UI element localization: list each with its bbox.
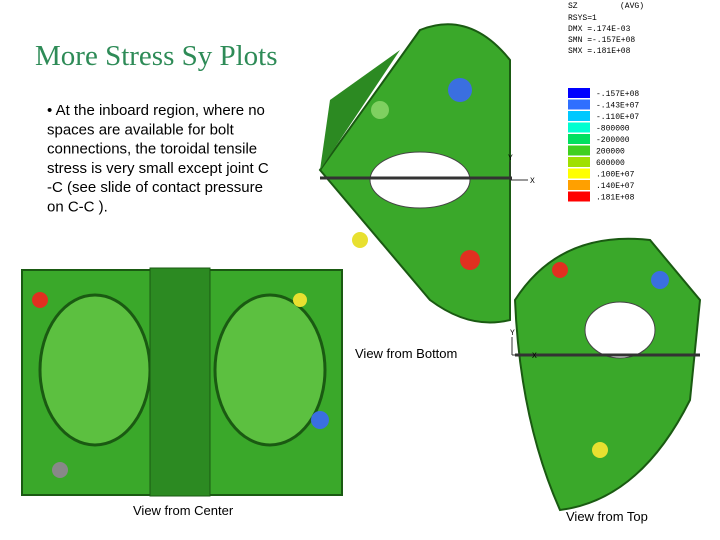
plot-bottom-view (318, 23, 512, 324)
triad-label: X (530, 177, 535, 186)
legend-info: DMX =.174E-03 (568, 25, 631, 34)
legend-header: (AVG) (620, 2, 644, 11)
legend-info: SMX =.181E+08 (568, 47, 631, 56)
plot-center-view (21, 267, 343, 497)
caption: View from Center (133, 503, 234, 518)
caption: View from Top (566, 509, 648, 524)
legend-label: -.143E+07 (596, 102, 639, 111)
plot-top-view (513, 237, 702, 512)
legend-label: 200000 (596, 148, 625, 157)
legend-swatch (568, 168, 590, 179)
triad-label: Y (510, 329, 515, 338)
slide-title: More Stress Sy Plots (35, 40, 278, 72)
legend-swatch (568, 134, 590, 144)
legend-label: -.157E+08 (596, 90, 639, 99)
bullet-line: spaces are available for bolt (47, 121, 235, 138)
bullet-line: stress is very small except joint C (47, 160, 269, 177)
legend-label: -800000 (596, 125, 630, 134)
legend-label: .100E+07 (596, 171, 635, 180)
triad-label: X (532, 352, 537, 361)
legend-swatch (568, 191, 590, 202)
legend-label: .181E+08 (596, 194, 635, 203)
legend-swatch (568, 99, 590, 110)
legend-swatch (568, 122, 590, 133)
triad-label: Y (508, 154, 513, 163)
legend-info: SMN =-.157E+08 (568, 36, 635, 45)
legend-info: RSYS=1 (568, 14, 597, 23)
legend-label: 600000 (596, 159, 625, 168)
legend-label: -.110E+07 (596, 113, 639, 122)
bullet-line: connections, the toroidal tensile (47, 141, 257, 158)
bullet-line: • At the inboard region, where no (47, 102, 265, 119)
legend-label: -200000 (596, 136, 630, 145)
legend-label: .140E+07 (596, 182, 635, 191)
legend-swatch (568, 157, 590, 167)
caption: View from Bottom (355, 346, 457, 361)
legend-header: SZ (568, 2, 578, 11)
legend-swatch (568, 88, 590, 98)
bullet-line: -C (see slide of contact pressure (47, 179, 263, 196)
legend-swatch (568, 111, 590, 121)
bullet-line: on C-C ). (47, 199, 108, 216)
legend-swatch (568, 180, 590, 190)
legend-swatch (568, 145, 590, 156)
